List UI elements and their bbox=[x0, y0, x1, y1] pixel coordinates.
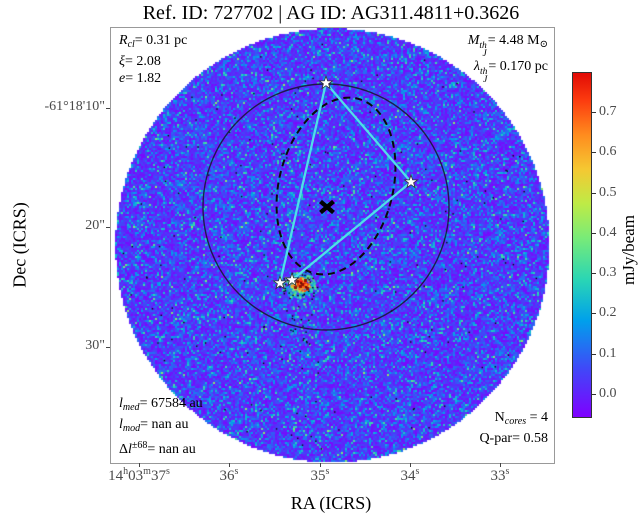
colorbar-tick-label: 0.6 bbox=[599, 144, 617, 160]
center-cross-marker bbox=[319, 199, 335, 215]
x-axis-label: RA (ICRS) bbox=[290, 493, 372, 513]
x-tick-label: 35s bbox=[310, 466, 330, 484]
annotation-line: ξ= 2.08 bbox=[119, 54, 161, 69]
y-tick-label: 20" bbox=[85, 218, 105, 233]
annotation-bottom-right: Ncores = 4 Q-par= 0.58 bbox=[479, 409, 548, 447]
colorbar-tick-mark bbox=[592, 393, 596, 395]
annotation-line: λ th J = 0.170 pc bbox=[473, 59, 548, 85]
annotation-line: Δl±68= nan au bbox=[119, 440, 196, 457]
annotation-line: Q-par= 0.58 bbox=[479, 431, 548, 446]
colorbar-tick-label: 0.3 bbox=[599, 265, 617, 281]
y-axis-label: Dec (ICRS) bbox=[9, 202, 30, 288]
colorbar-tick-mark bbox=[592, 192, 596, 194]
colorbar-tick-mark bbox=[592, 112, 596, 114]
core-star-marker bbox=[272, 274, 288, 290]
x-tick-label: 14h03m37s bbox=[108, 466, 170, 484]
mst-edge bbox=[278, 82, 328, 284]
colorbar-tick-label: 0.7 bbox=[599, 104, 617, 120]
colorbar-tick-mark bbox=[592, 232, 596, 234]
x-tick-mark bbox=[500, 463, 501, 467]
x-tick-mark bbox=[139, 463, 140, 467]
x-tick-mark bbox=[410, 463, 411, 467]
y-tick-label: -61°18'10" bbox=[44, 99, 106, 114]
x-tick-label: 36s bbox=[219, 466, 239, 484]
colorbar-tick-label: 0.1 bbox=[599, 345, 617, 361]
x-tick-mark bbox=[229, 463, 230, 467]
core-star-marker bbox=[284, 271, 300, 287]
annotation-bottom-left: lmed= 67584 au lmod= nan au Δl±68= nan au bbox=[119, 395, 203, 458]
colorbar-tick-mark bbox=[592, 313, 596, 315]
y-tick-mark bbox=[106, 108, 110, 109]
mst-edge bbox=[291, 181, 412, 281]
annotation-line: Rcl= 0.31 pc bbox=[119, 33, 188, 50]
annotation-line: e= 1.82 bbox=[119, 71, 162, 86]
core-star-marker bbox=[403, 173, 419, 189]
colorbar-label: mJy/beam bbox=[619, 215, 638, 285]
annotation-top-left: Rcl= 0.31 pc ξ= 2.08 e= 1.82 bbox=[119, 32, 187, 87]
figure-title: Ref. ID: 727702 | AG ID: AG311.4811+0.36… bbox=[142, 2, 520, 24]
annotation-line: lmed= 67584 au bbox=[119, 396, 203, 413]
annotation-line: Ncores = 4 bbox=[494, 410, 548, 427]
dashed-ellipse bbox=[275, 96, 397, 276]
y-tick-mark bbox=[106, 227, 110, 228]
colorbar-gradient bbox=[572, 72, 592, 418]
x-tick-label: 33s bbox=[490, 466, 510, 484]
x-tick-mark bbox=[320, 463, 321, 467]
colorbar-tick-mark bbox=[592, 353, 596, 355]
x-tick-label: 34s bbox=[400, 466, 420, 484]
mst-edge bbox=[325, 82, 412, 183]
colorbar-tick-label: 0.2 bbox=[599, 305, 617, 321]
colorbar-tick-label: 0.4 bbox=[599, 224, 617, 240]
annotation-line: lmod= nan au bbox=[119, 417, 189, 434]
overlay-svg bbox=[202, 74, 450, 331]
colorbar-tick-label: 0.0 bbox=[599, 385, 617, 401]
y-tick-mark bbox=[106, 347, 110, 348]
y-tick-label: 30" bbox=[85, 338, 105, 353]
colorbar-tick-mark bbox=[592, 152, 596, 154]
colorbar-tick-mark bbox=[592, 273, 596, 275]
core-star-marker bbox=[318, 74, 334, 90]
colorbar-tick-label: 0.5 bbox=[599, 184, 617, 200]
